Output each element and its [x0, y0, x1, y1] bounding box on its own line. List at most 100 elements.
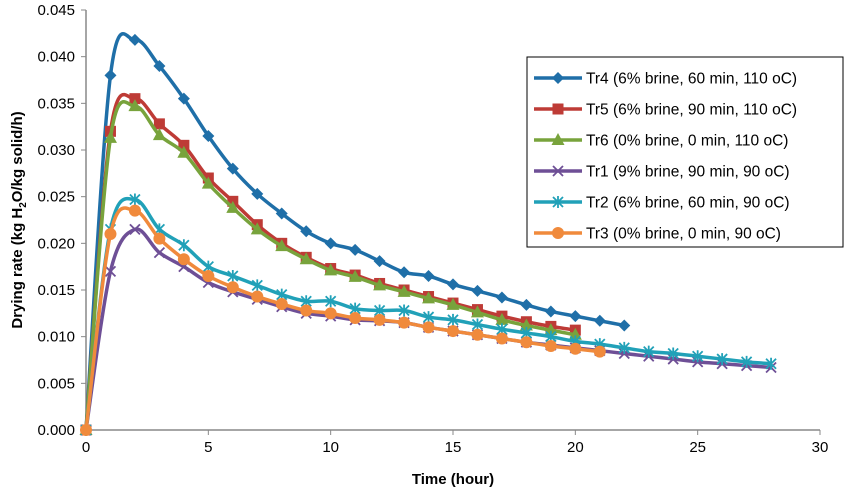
- data-point: [446, 297, 460, 310]
- data-point: [667, 347, 679, 360]
- data-point: [275, 298, 288, 310]
- data-point: [471, 318, 484, 331]
- data-point: [80, 424, 92, 436]
- data-point: [201, 176, 215, 189]
- legend-item: Tr1 (9% brine, 90 min, 90 oC): [534, 164, 790, 181]
- data-point: [471, 284, 484, 297]
- data-point: [177, 253, 190, 266]
- x-tick-label: 5: [204, 439, 212, 456]
- data-point: [251, 187, 264, 200]
- data-point: [129, 223, 141, 235]
- data-point: [152, 128, 166, 141]
- data-point: [104, 228, 117, 240]
- data-point: [422, 311, 435, 324]
- data-point: [716, 353, 728, 366]
- data-point: [593, 314, 606, 327]
- data-point: [178, 139, 190, 151]
- data-point: [177, 145, 191, 158]
- y-tick-label: 0.045: [37, 2, 75, 19]
- circle-marker-icon: [552, 227, 564, 239]
- data-point: [373, 313, 386, 326]
- data-point: [398, 266, 411, 279]
- asterisk-marker-icon: [552, 196, 564, 208]
- data-point: [740, 355, 753, 368]
- data-point: [324, 263, 338, 276]
- y-tick-label: 0.020: [37, 235, 75, 252]
- legend-item: Tr5 (6% brine, 90 min, 110 oC): [534, 102, 797, 119]
- data-point: [251, 279, 263, 292]
- axes: 0 5 10 15 20 25 30 0.000 0.005 0.010 0.015 0.020 0.0…: [37, 2, 828, 456]
- data-point: [250, 222, 264, 235]
- y-tick-label: 0.030: [37, 142, 75, 159]
- data-point: [129, 93, 141, 105]
- data-point: [569, 310, 582, 323]
- legend-label: Tr6 (0% brine, 0 min, 110 oC): [586, 133, 788, 150]
- data-point: [568, 327, 582, 340]
- data-point: [398, 304, 410, 317]
- data-point: [300, 225, 313, 238]
- data-point: [226, 200, 240, 213]
- legend-item: Tr2 (6% brine, 60 min, 90 oC): [534, 195, 790, 212]
- data-point: [226, 162, 239, 175]
- legend-label: Tr1 (9% brine, 90 min, 90 oC): [586, 164, 790, 181]
- data-point: [373, 255, 386, 268]
- data-point: [275, 207, 288, 220]
- data-point: [349, 243, 362, 256]
- data-point: [129, 193, 141, 206]
- data-point: [519, 318, 533, 331]
- series-layer: [79, 32, 777, 436]
- legend: Tr4 (6% brine, 60 min, 110 oC) Tr5 (6% br…: [526, 56, 844, 248]
- data-point: [226, 281, 239, 294]
- data-point: [544, 323, 558, 336]
- data-point: [104, 265, 117, 277]
- y-tick-label: 0.035: [37, 95, 75, 112]
- data-point: [227, 270, 239, 282]
- data-point: [324, 237, 337, 250]
- y-tick-label: 0.005: [37, 375, 75, 392]
- data-point: [153, 118, 165, 130]
- legend-item: Tr3 (0% brine, 0 min, 90 oC): [534, 226, 781, 243]
- x-tick-label: 25: [689, 439, 706, 456]
- data-point: [177, 92, 190, 105]
- data-point: [544, 305, 557, 318]
- x-tick-label: 20: [567, 439, 584, 456]
- data-point: [692, 350, 704, 363]
- y-axis-label: Drying rate (kg H2O/kg solid/h): [9, 111, 29, 328]
- data-point: [422, 270, 435, 282]
- data-point: [447, 313, 459, 326]
- data-point: [299, 252, 313, 265]
- legend-item: Tr6 (0% brine, 0 min, 110 oC): [534, 133, 788, 150]
- data-point: [324, 307, 337, 320]
- x-tick-label: 30: [812, 439, 829, 456]
- series-tr6: [79, 99, 582, 435]
- x-tick-label: 0: [82, 439, 90, 456]
- triangle-marker-icon: [551, 133, 565, 145]
- data-point: [275, 239, 289, 252]
- x-marker-icon: [552, 165, 564, 177]
- data-point: [495, 291, 508, 304]
- data-point: [422, 291, 436, 304]
- legend-label: Tr3 (0% brine, 0 min, 90 oC): [586, 226, 781, 243]
- data-point: [128, 204, 141, 217]
- data-point: [471, 328, 484, 341]
- data-point: [251, 290, 264, 303]
- y-tick-label: 0.010: [37, 329, 75, 346]
- data-point: [520, 336, 533, 349]
- data-point: [643, 345, 655, 358]
- data-point: [765, 357, 777, 370]
- data-point: [153, 60, 166, 72]
- x-tick-label: 10: [322, 439, 339, 456]
- legend-label: Tr4 (6% brine, 60 min, 110 oC): [586, 71, 797, 88]
- x-tick-label: 15: [445, 439, 462, 456]
- data-point: [128, 99, 142, 112]
- data-point: [153, 232, 166, 245]
- data-point: [569, 342, 582, 355]
- square-marker-icon: [552, 103, 564, 115]
- data-point: [103, 130, 117, 143]
- data-point: [470, 305, 484, 318]
- data-point: [447, 325, 459, 338]
- data-point: [618, 319, 631, 332]
- legend-box: [526, 56, 844, 248]
- data-point: [422, 321, 435, 334]
